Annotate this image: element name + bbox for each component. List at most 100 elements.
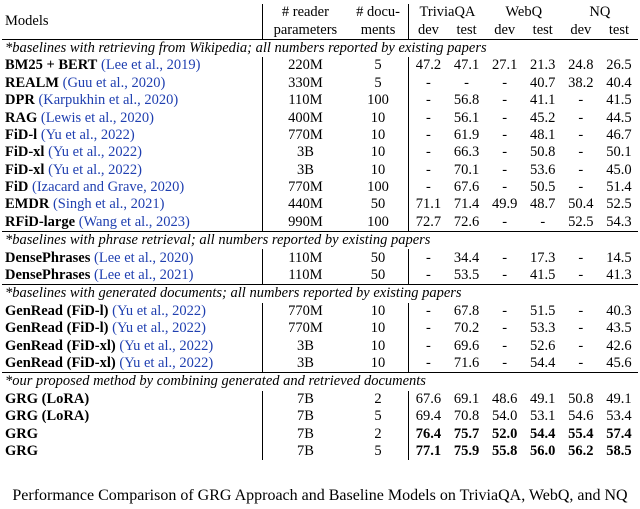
model-cell: GenRead (FiD-xl) (Yu et al., 2022) (2, 337, 264, 355)
model-cell: GenRead (FiD-xl) (Yu et al., 2022) (2, 354, 264, 373)
model-name: GenRead (FiD-xl) (5, 355, 116, 371)
docs-cell: 100 (347, 178, 410, 197)
value-cell: 53.4 (606, 408, 632, 425)
docs-cell: 10 (347, 126, 410, 145)
value-cell: 41.5 (606, 92, 632, 109)
value-cell: - (578, 320, 584, 337)
section-title: *baselines with phrase retrieval; all nu… (2, 231, 638, 250)
citation: (Yu et al., 2022) (112, 320, 206, 337)
params-cell: 110M (288, 249, 323, 266)
reader-header: parameters (273, 21, 338, 38)
model-cell: EMDR (Singh et al., 2021) (2, 196, 264, 214)
table-row: FiD (Izacard and Grave, 2020) 770M 100-67.… (2, 178, 638, 197)
value-cell: 53.5 (453, 267, 480, 284)
model-cell: GRG (2, 442, 264, 461)
value-cell: 53.3 (530, 320, 556, 337)
params-cell: 7B (296, 390, 314, 407)
table-row: GenRead (FiD-l) (Yu et al., 2022) 770M 10-… (2, 302, 638, 321)
value-cell: - (502, 126, 508, 143)
value-cell: 54.0 (491, 408, 518, 425)
params-cell: 7B (296, 442, 314, 459)
model-name: FiD-xl (5, 144, 45, 161)
table-row: REALM (Guu et al., 2020) 330M 5- - -40.7 38.2… (2, 74, 638, 92)
citation: (Yu et al., 2022) (40, 126, 135, 143)
table-row: BM25 + BERT (Lee et al., 2019) 220M 5 47.2 4… (2, 57, 638, 75)
docs-cell: 10 (347, 144, 410, 162)
docs-cell: 50 (347, 266, 410, 285)
value-cell: 55.4 (568, 425, 594, 442)
value-cell: 41.3 (606, 267, 632, 284)
value-cell: - (578, 267, 584, 284)
value-cell: 51.4 (606, 179, 632, 196)
value-cell: - (502, 355, 508, 371)
params-cell: 990M (288, 213, 323, 230)
value-cell: 70.1 (453, 161, 480, 178)
docs-cell: 50 (347, 196, 410, 214)
value-cell: - (502, 109, 508, 126)
value-cell: 41.5 (530, 267, 556, 284)
model-name: FiD (5, 179, 29, 196)
value-cell: 66.3 (453, 144, 480, 161)
value-cell: 69.6 (453, 337, 480, 354)
model-name: DensePhrases (5, 249, 91, 266)
value-cell: 67.6 (453, 179, 480, 196)
params-cell: 440M (288, 196, 323, 213)
model-name: GRG (5, 425, 39, 442)
value-cell: - (578, 302, 584, 319)
value-cell: 52.0 (491, 425, 518, 442)
value-cell: - (502, 144, 508, 161)
value-cell: - (426, 144, 431, 161)
dataset-header: WebQ (505, 4, 543, 21)
model-name: EMDR (5, 196, 50, 213)
value-cell: 48.1 (530, 126, 556, 143)
value-cell: - (426, 355, 431, 371)
value-cell: 69.4 (415, 408, 442, 425)
dataset-header: TriviaQA (419, 4, 476, 21)
split-header: dev (570, 21, 592, 38)
value-cell: - (502, 249, 508, 266)
section-title: *our proposed method by combining genera… (2, 372, 638, 391)
table-row: FiD-l (Yu et al., 2022) 770M 10-61.9-48.1-… (2, 126, 638, 145)
model-cell: FiD-xl (Yu et al., 2022) (2, 161, 264, 179)
value-cell: 38.2 (568, 74, 594, 91)
value-cell: 75.9 (453, 442, 480, 459)
value-cell: - (502, 161, 508, 178)
docs-cell: 5 (347, 407, 410, 426)
value-cell: 40.3 (606, 302, 632, 319)
docs-cell: 50 (347, 249, 410, 267)
docs-cell: 10 (347, 354, 410, 373)
value-cell: - (502, 320, 508, 337)
value-cell: - (426, 74, 431, 91)
value-cell: - (426, 302, 431, 319)
model-cell: BM25 + BERT (Lee et al., 2019) (2, 57, 264, 75)
model-name: GenRead (FiD-l) (5, 302, 109, 319)
value-cell: 21.3 (530, 57, 556, 74)
citation: (Guu et al., 2020) (62, 74, 166, 91)
caption: Performance Comparison of GRG Approach a… (12, 487, 628, 504)
value-cell: - (502, 213, 508, 230)
value-cell: 69.1 (453, 390, 480, 407)
docs-cell: 10 (347, 109, 410, 127)
value-cell: - (426, 267, 431, 284)
value-cell: 26.5 (606, 57, 632, 74)
citation: (Yu et al., 2022) (119, 337, 214, 354)
model-cell: DPR (Karpukhin et al., 2020) (2, 91, 264, 110)
reader-header: # reader (281, 4, 329, 21)
value-cell: 54.4 (530, 355, 556, 371)
value-cell: 17.3 (530, 249, 556, 266)
value-cell: - (578, 144, 584, 161)
value-cell: 46.7 (606, 126, 632, 143)
value-cell: 70.8 (453, 408, 480, 425)
value-cell: - (426, 126, 431, 143)
model-name: DPR (5, 92, 35, 109)
table-row: DPR (Karpukhin et al., 2020) 110M 100-56.8… (2, 91, 638, 110)
value-cell: 34.4 (453, 249, 480, 266)
params-cell: 3B (296, 337, 314, 354)
value-cell: 51.5 (530, 302, 556, 319)
value-cell: 45.6 (606, 355, 632, 371)
params-cell: 3B (296, 144, 314, 161)
value-cell: 75.7 (453, 425, 480, 442)
model-name: RFiD-large (5, 213, 76, 230)
value-cell: 56.0 (530, 442, 556, 459)
